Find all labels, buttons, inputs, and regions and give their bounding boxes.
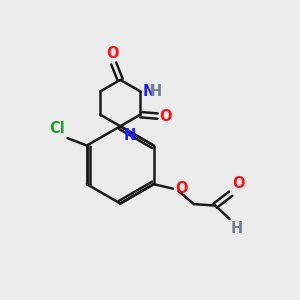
Text: O: O [106, 46, 118, 61]
Text: N: N [124, 128, 136, 143]
Text: O: O [159, 109, 172, 124]
Text: H: H [230, 221, 243, 236]
Text: O: O [175, 181, 187, 196]
Text: O: O [232, 176, 245, 191]
Text: Cl: Cl [50, 121, 65, 136]
Text: N: N [143, 84, 155, 99]
Text: H: H [150, 84, 162, 99]
